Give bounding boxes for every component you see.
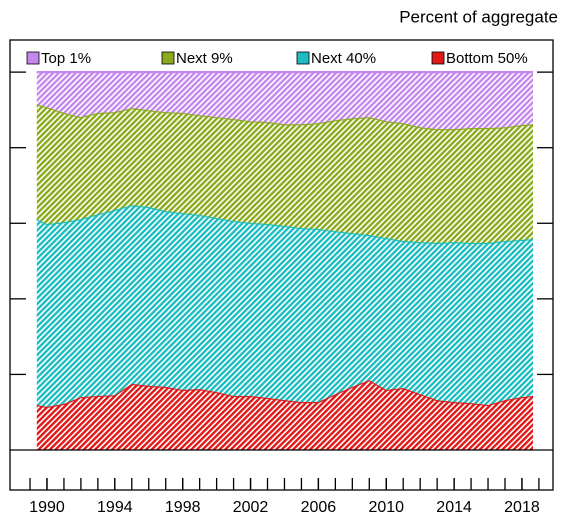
x-tick-label: 2014 — [436, 499, 472, 516]
legend-label: Next 40% — [311, 50, 376, 67]
x-tick-label: 2002 — [233, 499, 269, 516]
legend-swatch — [26, 51, 40, 65]
legend-swatch — [431, 51, 445, 65]
x-tick-label: 1998 — [165, 499, 201, 516]
legend-label: Next 9% — [176, 50, 233, 67]
axis-label: Percent of aggregate — [399, 7, 558, 26]
area — [36, 104, 533, 243]
legend-swatch — [161, 51, 175, 65]
area — [36, 380, 533, 450]
legend-label: Top 1% — [41, 50, 91, 67]
x-tick-label: 1994 — [97, 499, 133, 516]
legend-label: Bottom 50% — [446, 50, 528, 67]
x-tick-label: 2006 — [301, 499, 337, 516]
frame — [9, 39, 554, 491]
area — [36, 72, 533, 130]
x-tick-label: 1990 — [29, 499, 65, 516]
x-tick-label: 2010 — [368, 499, 404, 516]
legend-swatch — [296, 51, 310, 65]
area — [36, 205, 533, 407]
x-tick-label: 2018 — [504, 499, 540, 516]
